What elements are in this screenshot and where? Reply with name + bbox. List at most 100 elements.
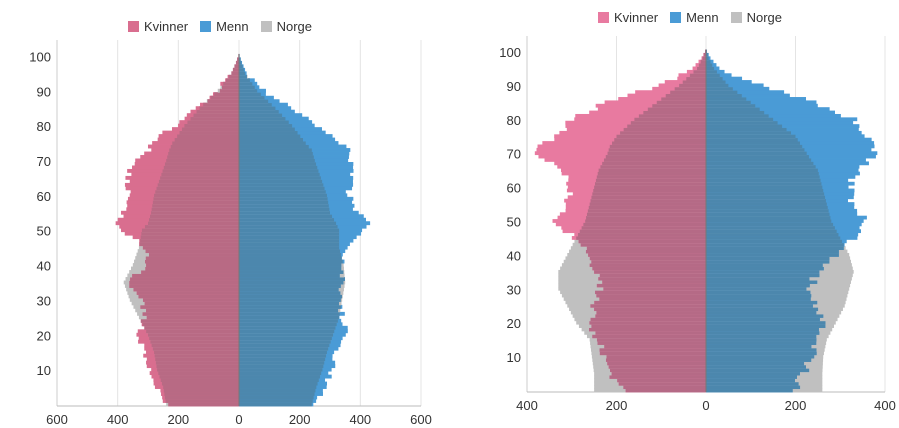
bar-kvinner-overlap — [595, 330, 706, 335]
bar-menn-overlap — [706, 246, 844, 250]
legend-label-menn: Menn — [686, 10, 719, 25]
bar-menn-overlap — [706, 215, 831, 220]
bar-kvinner-overlap — [627, 124, 706, 128]
bar-kvinner-overlap — [597, 341, 706, 345]
y-tick-label: 100 — [29, 49, 51, 64]
bar-menn-overlap — [706, 256, 830, 261]
bar-kvinner-overlap — [665, 93, 706, 98]
bar-kvinner-overlap — [614, 137, 706, 142]
bar-menn-overlap — [706, 124, 783, 128]
bar-menn-overlap — [239, 203, 329, 208]
bar-menn-overlap — [239, 165, 318, 170]
bar-kvinner-overlap — [605, 358, 706, 362]
bar-kvinner-overlap — [130, 277, 239, 281]
bar-kvinner-overlap — [591, 324, 706, 328]
bar-kvinner-overlap — [138, 294, 239, 299]
pyramid-plot-left: 10 20 30 40 50 60 70 80 90 100 600 400 200 0 200 400 600 — [29, 40, 432, 427]
x-tick-label: 400 — [516, 398, 538, 413]
legend-swatch-norge — [260, 21, 272, 32]
bar-kvinner-overlap — [153, 196, 239, 201]
y-tick-label: 40 — [37, 259, 51, 274]
bar-kvinner-overlap — [697, 66, 706, 71]
bar-kvinner-overlap — [595, 178, 706, 183]
legend-swatch-kvinner — [598, 12, 609, 23]
bar-menn-overlap — [239, 297, 341, 302]
bar-menn-overlap — [706, 188, 824, 193]
bar-menn — [706, 80, 752, 84]
bar-kvinner-overlap — [607, 361, 706, 366]
bar-kvinner-overlap — [578, 239, 706, 244]
bar-kvinner-overlap — [132, 273, 239, 278]
bar-kvinner-overlap — [590, 198, 706, 203]
bar-menn — [706, 124, 860, 128]
bar-menn-overlap — [706, 202, 827, 206]
bar-menn-overlap — [706, 324, 826, 328]
bar-menn-overlap — [239, 290, 341, 295]
bar-kvinner-overlap — [163, 165, 239, 170]
bar-menn-overlap — [706, 232, 839, 237]
bar-kvinner-overlap — [578, 232, 706, 237]
bar-kvinner-overlap — [164, 392, 239, 396]
bar-kvinner-overlap — [142, 311, 239, 316]
bar-menn-overlap — [239, 144, 309, 149]
bar-menn-overlap — [706, 266, 824, 271]
bar-menn-overlap — [706, 381, 799, 386]
bar-kvinner-overlap — [588, 205, 706, 210]
bar-menn-overlap — [706, 364, 806, 369]
bar-kvinner-overlap — [158, 371, 239, 376]
bar-menn-overlap — [239, 238, 340, 243]
bar-kvinner-overlap — [223, 81, 239, 86]
bar-kvinner-overlap — [163, 388, 239, 393]
bar-menn-overlap — [239, 155, 314, 159]
bar-menn-overlap — [706, 195, 826, 200]
bar-kvinner-overlap — [232, 67, 239, 72]
bar-menn — [706, 110, 835, 115]
bar-menn-overlap — [706, 283, 810, 288]
bar-menn-overlap — [239, 231, 340, 236]
bar-menn-overlap — [706, 222, 834, 227]
bar-kvinner-overlap — [703, 52, 706, 57]
legend-label-norge: Norge — [276, 19, 313, 34]
bar-kvinner-overlap — [219, 88, 239, 93]
bar-kvinner-overlap — [228, 74, 239, 79]
bar-menn-overlap — [239, 280, 344, 285]
bar-kvinner-overlap — [160, 378, 239, 382]
bar-menn-overlap — [239, 311, 340, 316]
x-tick-label: 0 — [702, 398, 709, 413]
legend-item-norge: Norge — [730, 10, 782, 25]
y-tick-label: 70 — [37, 154, 51, 169]
bar-menn-overlap — [706, 341, 817, 345]
x-tick-label: 600 — [46, 412, 68, 427]
x-tick-label: 200 — [167, 412, 189, 427]
bar-kvinner-overlap — [603, 286, 706, 291]
bar-menn-overlap — [706, 107, 760, 111]
bar-kvinner-overlap — [142, 297, 239, 302]
bar-menn-overlap — [706, 90, 738, 95]
bar-menn-overlap — [239, 60, 242, 65]
bar-kvinner-overlap — [234, 64, 239, 69]
bar-menn-overlap — [706, 168, 818, 173]
bar-kvinner-overlap — [161, 381, 239, 386]
bar-menn-overlap — [239, 162, 317, 166]
bar-menn-overlap — [706, 52, 708, 57]
bar-kvinner-overlap — [617, 378, 706, 383]
bar-kvinner-overlap — [596, 293, 706, 298]
bar-menn-overlap — [706, 276, 810, 281]
bar-menn-overlap — [706, 361, 805, 366]
bar-menn-overlap — [239, 141, 306, 145]
bar-kvinner-overlap — [585, 219, 706, 223]
bar-kvinner-overlap — [146, 263, 239, 267]
bar-kvinner-overlap — [133, 287, 239, 292]
bar-menn-overlap — [706, 368, 810, 373]
bar-kvinner-overlap — [589, 327, 706, 332]
bar-menn-overlap — [706, 344, 812, 349]
bar-menn-overlap — [706, 117, 774, 122]
bar-kvinner-overlap — [181, 127, 239, 132]
x-tick-label: 600 — [410, 412, 432, 427]
bar-menn-overlap — [706, 205, 828, 210]
legend-label-kvinner: Kvinner — [144, 19, 189, 34]
bar-kvinner-overlap — [620, 130, 706, 135]
bar-menn-overlap — [239, 270, 344, 274]
bar-menn-overlap — [239, 196, 328, 201]
bar-kvinner-overlap — [145, 259, 239, 264]
